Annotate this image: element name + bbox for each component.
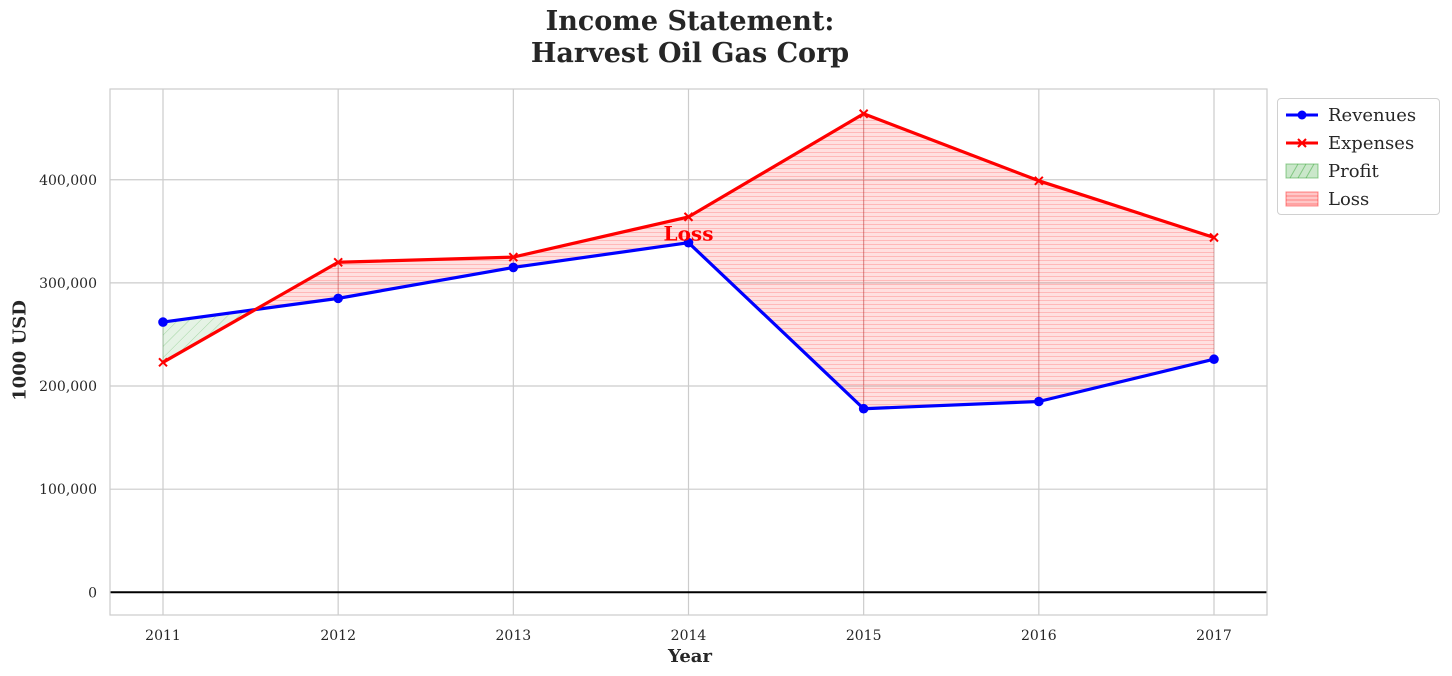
- data-point-revenues: [158, 317, 168, 327]
- data-point-revenues: [1034, 396, 1044, 407]
- y-tick-label: 400,000: [39, 173, 97, 189]
- legend-revenues-symbol: [1286, 110, 1318, 120]
- x-marker-stroke: [1034, 176, 1044, 186]
- data-point-expenses: [508, 252, 519, 262]
- data-point-expenses: [683, 212, 694, 222]
- legend-item-revenues: Revenues: [1284, 103, 1416, 127]
- data-point-expenses: [1034, 176, 1044, 186]
- x-marker-stroke: [508, 252, 519, 262]
- x-marker-stroke: [158, 357, 168, 368]
- x-marker-stroke: [1209, 232, 1219, 243]
- loss-area: [1038, 180, 1215, 403]
- legend-label-expenses: Expenses: [1328, 132, 1415, 154]
- legend-expenses-symbol: [1286, 138, 1318, 148]
- loss-area: [863, 113, 1040, 410]
- legend-label-profit: Profit: [1328, 160, 1379, 182]
- chart-title-line2: Harvest Oil Gas Corp: [530, 38, 850, 69]
- data-point-expenses: [1209, 232, 1219, 243]
- legend-profit-symbol: [1285, 163, 1319, 179]
- tick-labels: 2011 2012 2013 2014 2015 2016 2017 0 100,000 200,…: [39, 173, 1232, 644]
- data-point-revenues: [683, 237, 694, 248]
- data-point-revenues: [1209, 354, 1219, 365]
- data-point-expenses: [858, 109, 869, 119]
- y-tick-label: 0: [88, 585, 97, 601]
- x-tick-label: 2015: [846, 628, 882, 644]
- x-tick-label: 2016: [1021, 628, 1057, 644]
- loss-area: [688, 113, 865, 410]
- y-tick-label: 300,000: [39, 276, 97, 292]
- data-point-revenues: [333, 293, 343, 304]
- chart-title-line1: Income Statement:: [545, 6, 835, 37]
- y-tick-label: 100,000: [39, 482, 97, 498]
- legend-item-expenses: Expenses: [1284, 131, 1414, 155]
- legend-item-loss: Loss: [1284, 187, 1369, 211]
- data-point-expenses: [333, 257, 343, 267]
- x-tick-label: 2017: [1196, 628, 1232, 644]
- data-point-revenues: [508, 262, 519, 273]
- x-tick-label: 2014: [671, 628, 707, 644]
- plot-frame: [109, 88, 1268, 616]
- x-tick-label: 2013: [496, 628, 532, 644]
- data-point-revenues: [858, 403, 869, 414]
- data-point-expenses: [158, 357, 168, 368]
- legend: Revenues Expenses Profit Loss: [1277, 98, 1440, 215]
- x-axis-label: Year: [668, 646, 712, 667]
- loss-annotation: Loss: [664, 221, 714, 245]
- x-marker-stroke: [858, 109, 869, 119]
- y-tick-label: 200,000: [39, 379, 97, 395]
- legend-loss-symbol: [1285, 191, 1319, 207]
- annotations: Loss: [664, 221, 714, 245]
- x-marker-stroke: [333, 257, 343, 267]
- x-tick-label: 2011: [145, 628, 181, 644]
- legend-item-profit: Profit: [1284, 159, 1379, 183]
- series-markers: [158, 109, 1219, 414]
- x-tick-label: 2012: [320, 628, 356, 644]
- legend-label-loss: Loss: [1328, 188, 1370, 210]
- y-axis-label: 1000 USD: [9, 300, 31, 401]
- x-marker-stroke: [683, 212, 694, 222]
- legend-label-revenues: Revenues: [1328, 104, 1417, 126]
